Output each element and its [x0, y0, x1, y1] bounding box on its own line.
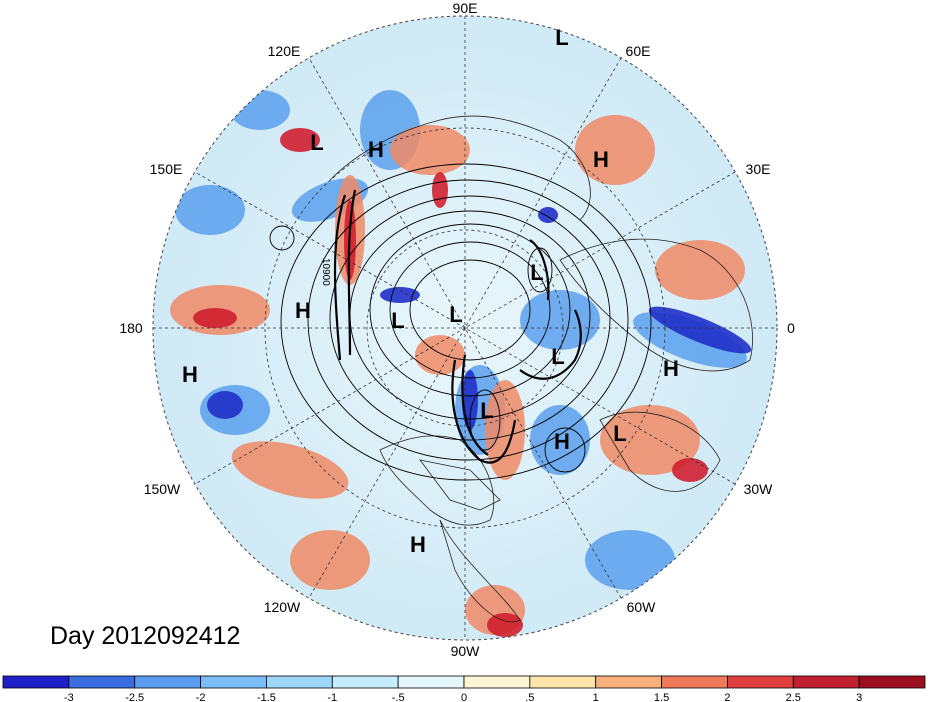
high-marker: H [410, 532, 426, 557]
colorbar-swatch [529, 675, 597, 689]
height-contours [269, 163, 652, 481]
colorbar-swatch [2, 675, 70, 689]
colorbar-tick-label: 2.5 [786, 692, 801, 702]
colorbar-swatch [792, 675, 860, 689]
colorbar-tick-label: -2.5 [125, 692, 144, 702]
lon-label-30e: 30E [746, 161, 771, 177]
colorbar-tick-label: -1.5 [257, 692, 276, 702]
colorbar-tick-label: -2 [196, 692, 206, 702]
high-marker: H [182, 362, 198, 387]
lon-label-90e: 90E [453, 0, 478, 16]
high-marker: H [663, 356, 679, 381]
colorbar-swatch [858, 675, 926, 689]
low-marker: L [551, 344, 564, 369]
coastlines [329, 115, 753, 623]
lon-label-60e: 60E [626, 43, 651, 59]
colorbar-swatch [266, 675, 333, 689]
lon-label-150w: 150W [144, 481, 181, 497]
high-marker: H [295, 298, 311, 323]
colorbar-swatch [595, 675, 662, 689]
pressure-system-markers: L H L H H L H L L L L H H L H H [182, 25, 679, 557]
colorbar-swatch [68, 675, 136, 689]
low-marker: L [310, 130, 323, 155]
lon-label-90w: 90W [451, 643, 481, 659]
high-marker: H [593, 147, 609, 172]
day-label: Day 2012092412 [50, 622, 240, 650]
colorbar-swatch [397, 675, 465, 689]
colorbar-tick-label: 0 [461, 692, 467, 702]
colorbar-tick-label: -1 [327, 692, 337, 702]
contour-label: 10900 [320, 258, 331, 286]
colorbar: -3 -2.5 -2 -1.5 -1 -.5 0 .5 1 1.5 2 2.5 3 [2, 675, 926, 702]
low-marker: L [480, 398, 493, 423]
colorbar-tick-label: 1.5 [654, 692, 669, 702]
map-boundary [152, 15, 778, 641]
low-marker: L [613, 421, 626, 446]
lon-label-60w: 60W [627, 599, 657, 615]
colorbar-swatch [463, 675, 531, 689]
jet-contours [333, 189, 582, 464]
colorbar-tick-label: 1 [593, 692, 599, 702]
graticule [153, 16, 777, 640]
low-marker: L [449, 302, 462, 327]
colorbar-swatch [134, 675, 201, 689]
lon-label-150e: 150E [150, 161, 183, 177]
colorbar-tick-label: 2 [724, 692, 730, 702]
colorbar-swatch [331, 675, 399, 689]
low-marker: L [391, 308, 404, 333]
lon-label-120e: 120E [268, 43, 301, 59]
colorbar-swatch [661, 675, 728, 689]
lon-label-30w: 30W [744, 481, 774, 497]
high-marker: H [368, 137, 384, 162]
high-marker: H [554, 429, 570, 454]
low-marker: L [555, 25, 568, 50]
lon-label-0: 0 [787, 320, 795, 336]
colorbar-tick-label: .5 [525, 692, 534, 702]
lon-label-120w: 120W [264, 599, 301, 615]
low-marker: L [530, 260, 543, 285]
colorbar-tick-label: 3 [856, 692, 862, 702]
colorbar-swatch [200, 675, 267, 689]
longitude-labels: 90E 60E 30E 0 30W 60W 90W 120W 150W 180 … [119, 0, 795, 659]
colorbar-tick-label: -3 [64, 692, 74, 702]
colorbar-swatch [727, 675, 794, 689]
lon-label-180: 180 [119, 320, 143, 336]
colorbar-tick-label: -.5 [392, 692, 405, 702]
